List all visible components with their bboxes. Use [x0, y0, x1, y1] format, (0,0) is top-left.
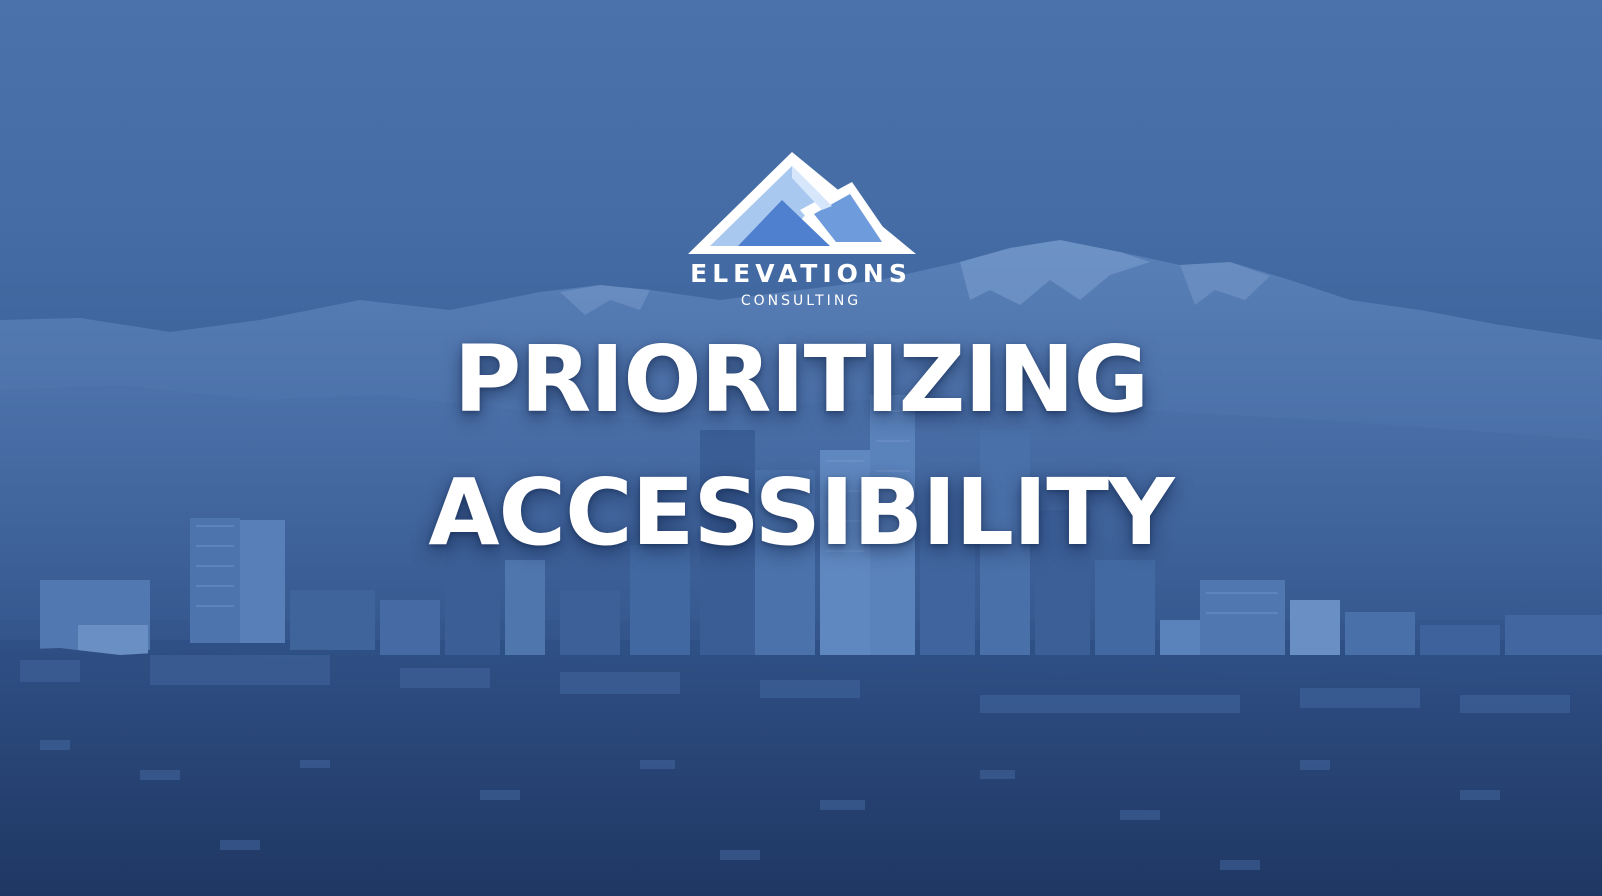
- mountain-snow: [960, 240, 1150, 305]
- mountain-snow-2: [1180, 262, 1270, 305]
- building-windows: [196, 410, 1278, 614]
- low-buildings: [20, 655, 1570, 713]
- mountain-peaks-icon: [688, 152, 916, 254]
- mountain-snow-3: [560, 285, 650, 315]
- skyscrapers: [40, 395, 1602, 655]
- brand-name: ELEVATIONS: [690, 259, 912, 288]
- rooftops: [40, 740, 1500, 870]
- brand-tagline: CONSULTING: [740, 293, 862, 309]
- headline-line-2: ACCESSIBILITY: [428, 459, 1174, 566]
- headline-line-1: PRIORITIZING: [453, 326, 1149, 433]
